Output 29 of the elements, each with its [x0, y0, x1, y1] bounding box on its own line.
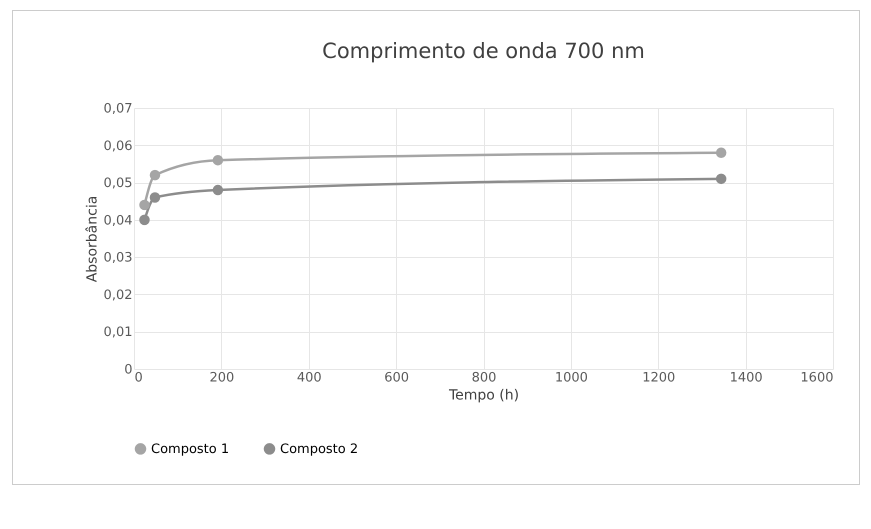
- x-tick-label: 600: [384, 370, 410, 386]
- point: [150, 170, 160, 180]
- x-tick-label: 1600: [800, 370, 834, 386]
- y-tick-label: 0,02: [104, 288, 132, 303]
- x-axis-title: Tempo (h): [448, 388, 520, 404]
- point: [716, 148, 726, 158]
- legend-label: Composto 1: [151, 442, 230, 457]
- x-tick-label: 1000: [554, 370, 588, 386]
- x-tick-label: 1400: [730, 370, 763, 386]
- y-tick-label: 0,05: [104, 176, 132, 192]
- y-axis-title: Absorbância: [84, 196, 101, 282]
- legend-label: Composto 2: [280, 442, 358, 457]
- x-tick-label: 800: [472, 370, 496, 386]
- y-tick-label: 0,07: [104, 102, 132, 116]
- y-tick-label: 0,06: [104, 138, 132, 154]
- point: [139, 214, 150, 226]
- x-tick-label: 1200: [642, 370, 676, 386]
- point: [212, 184, 224, 196]
- point: [716, 174, 726, 184]
- point: [150, 192, 160, 203]
- y-tick-label: 0,03: [104, 250, 132, 266]
- y-tick-label: 0,01: [104, 325, 132, 340]
- y-tick-label: 0,04: [104, 213, 132, 228]
- point: [139, 200, 150, 210]
- point: [212, 154, 224, 166]
- x-tick-label: 400: [296, 370, 322, 386]
- chart-title: Comprimento de onda 700 nm: [322, 39, 645, 63]
- x-tick-label: 200: [209, 370, 234, 386]
- x-tick-label: 0: [134, 370, 143, 386]
